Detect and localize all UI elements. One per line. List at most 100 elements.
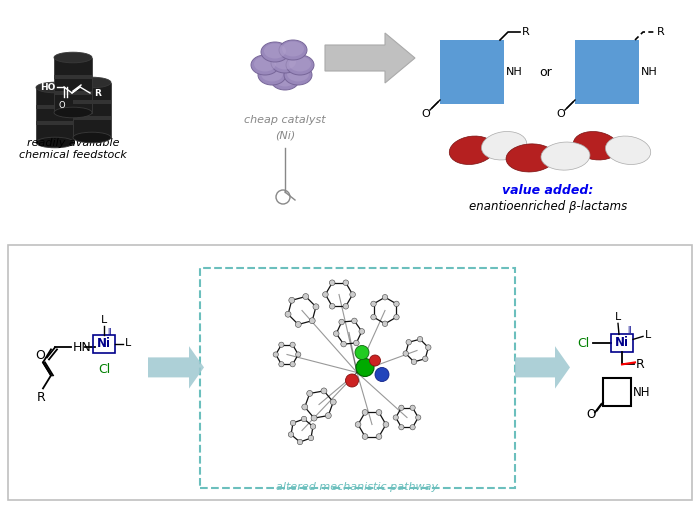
Circle shape <box>423 356 428 361</box>
Text: readily available
chemical feedstock: readily available chemical feedstock <box>19 138 127 160</box>
Text: (Ni): (Ni) <box>275 130 295 140</box>
Circle shape <box>288 432 294 437</box>
Text: HO: HO <box>41 83 56 92</box>
Circle shape <box>376 410 382 415</box>
Circle shape <box>355 422 361 427</box>
Text: II: II <box>108 328 112 337</box>
Circle shape <box>309 318 315 324</box>
Text: O: O <box>587 408 596 421</box>
Circle shape <box>303 293 309 300</box>
Polygon shape <box>148 346 204 389</box>
Text: L: L <box>101 315 107 325</box>
Circle shape <box>351 318 357 324</box>
Bar <box>200 268 515 488</box>
Circle shape <box>295 322 301 327</box>
Circle shape <box>310 424 316 429</box>
Circle shape <box>302 404 308 410</box>
Ellipse shape <box>274 54 296 70</box>
Circle shape <box>382 321 388 326</box>
Ellipse shape <box>279 40 307 60</box>
Circle shape <box>343 303 349 309</box>
Text: II: II <box>626 326 631 335</box>
Circle shape <box>323 292 328 297</box>
Bar <box>73 116 111 120</box>
Circle shape <box>426 345 431 350</box>
Circle shape <box>355 346 369 359</box>
Circle shape <box>298 439 302 445</box>
Circle shape <box>343 280 349 286</box>
Bar <box>93 335 115 354</box>
Ellipse shape <box>271 53 299 73</box>
Ellipse shape <box>274 72 296 86</box>
Text: Ni: Ni <box>97 337 111 350</box>
Ellipse shape <box>541 142 590 170</box>
Circle shape <box>290 361 295 367</box>
Circle shape <box>375 368 389 381</box>
Ellipse shape <box>286 55 314 75</box>
Bar <box>8 245 692 500</box>
Circle shape <box>382 294 388 300</box>
Circle shape <box>330 303 335 309</box>
Bar <box>73 100 111 104</box>
Text: R: R <box>94 88 101 97</box>
Bar <box>54 91 92 95</box>
Ellipse shape <box>282 41 304 56</box>
Ellipse shape <box>54 52 92 63</box>
Polygon shape <box>515 346 570 389</box>
Circle shape <box>290 420 296 426</box>
Ellipse shape <box>251 55 279 75</box>
Polygon shape <box>325 33 415 83</box>
Ellipse shape <box>73 132 111 143</box>
Circle shape <box>311 415 317 421</box>
Circle shape <box>285 311 291 317</box>
Circle shape <box>330 280 335 286</box>
Circle shape <box>371 301 376 306</box>
Ellipse shape <box>258 65 286 85</box>
Circle shape <box>346 374 358 387</box>
Circle shape <box>406 339 412 345</box>
Text: Cl: Cl <box>577 337 589 350</box>
Circle shape <box>370 355 381 366</box>
Text: R: R <box>36 391 46 404</box>
Text: NH: NH <box>633 386 650 399</box>
Circle shape <box>350 292 356 297</box>
Ellipse shape <box>506 144 555 172</box>
Text: R: R <box>636 358 645 371</box>
Circle shape <box>410 405 415 411</box>
Bar <box>440 40 504 104</box>
Circle shape <box>307 391 313 396</box>
Text: cheap catalyst: cheap catalyst <box>244 115 326 125</box>
Circle shape <box>362 434 368 439</box>
Circle shape <box>399 405 404 411</box>
Ellipse shape <box>264 43 286 59</box>
Text: O: O <box>421 109 430 119</box>
Circle shape <box>362 410 368 415</box>
Text: O: O <box>35 349 45 362</box>
Text: Ni: Ni <box>615 336 629 349</box>
Circle shape <box>417 336 423 342</box>
Circle shape <box>330 399 336 405</box>
Circle shape <box>279 361 284 367</box>
Ellipse shape <box>449 136 494 164</box>
Ellipse shape <box>287 66 309 82</box>
Circle shape <box>341 342 346 347</box>
Text: NH: NH <box>506 67 523 77</box>
Circle shape <box>411 359 416 365</box>
Circle shape <box>394 314 399 320</box>
Circle shape <box>416 415 421 420</box>
Circle shape <box>359 328 365 334</box>
Text: value added:: value added: <box>503 184 594 197</box>
Ellipse shape <box>573 131 619 160</box>
Text: L: L <box>615 312 621 322</box>
Text: or: or <box>540 65 552 78</box>
Ellipse shape <box>606 136 651 164</box>
Ellipse shape <box>36 82 74 93</box>
Circle shape <box>383 422 389 427</box>
Circle shape <box>393 415 398 420</box>
Bar <box>54 58 92 112</box>
Text: O: O <box>59 100 65 109</box>
Text: L: L <box>645 331 651 340</box>
Text: L: L <box>125 338 132 348</box>
Circle shape <box>356 358 374 377</box>
Ellipse shape <box>284 65 312 85</box>
